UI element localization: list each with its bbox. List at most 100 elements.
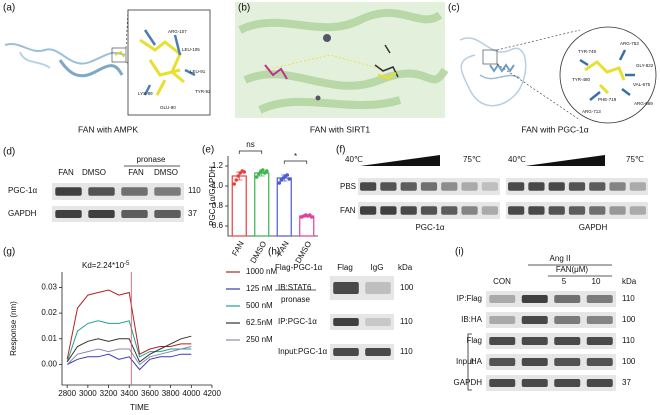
lane-label: Flag xyxy=(337,263,353,272)
lane-label: 10 xyxy=(592,277,601,286)
band xyxy=(586,379,613,387)
caption: FAN with SIRT1 xyxy=(310,124,371,134)
panel-label: (b) xyxy=(238,3,250,14)
panel-label: (e) xyxy=(202,145,214,156)
kda-label: 100 xyxy=(622,315,636,324)
band xyxy=(365,318,391,326)
x-tick-label: 4200 xyxy=(203,389,221,398)
row-label: Flag xyxy=(466,336,482,345)
blot xyxy=(486,312,616,328)
gradient-wedge xyxy=(360,155,440,166)
residue-label: ARG-669 xyxy=(634,101,653,106)
group-label: pronase xyxy=(281,295,310,304)
bar xyxy=(276,177,292,237)
residue-label: VAL-675 xyxy=(633,82,651,87)
temp-label: 75℃ xyxy=(626,155,644,164)
legend-label: 250 nM xyxy=(246,335,273,344)
temp-label: 40℃ xyxy=(345,155,363,164)
treatment-label: pronase xyxy=(137,155,166,164)
data-point xyxy=(234,178,239,182)
kda-header: kDa xyxy=(622,277,637,286)
data-point xyxy=(232,182,237,186)
sirt1-structure xyxy=(235,2,449,118)
row-label: PBS xyxy=(340,182,356,191)
residue-label: LYS-89 xyxy=(138,91,153,96)
row-label: GAPDH xyxy=(8,209,37,218)
x-tick-label: 3200 xyxy=(100,389,118,398)
series-line xyxy=(66,346,192,366)
row-label: IP:PGC-1α xyxy=(278,317,317,326)
input-label: Input xyxy=(456,357,475,366)
bracket xyxy=(467,333,472,391)
band xyxy=(489,379,516,387)
band xyxy=(441,182,458,191)
band xyxy=(360,206,377,215)
band xyxy=(333,348,359,356)
band xyxy=(88,210,115,218)
blot-label: PGC-1α xyxy=(415,223,444,232)
band xyxy=(554,337,581,345)
panel-label: (c) xyxy=(448,3,460,14)
band xyxy=(55,210,82,218)
residue-label: LEU-105 xyxy=(182,47,200,52)
row-label: IB:STAT6 xyxy=(278,283,312,292)
band xyxy=(521,379,548,387)
band xyxy=(360,182,377,191)
band xyxy=(521,295,548,303)
residue-label: ARG-107 xyxy=(168,29,187,34)
band xyxy=(586,337,613,345)
blot-label: GAPDH xyxy=(579,223,608,232)
row-label: Input:PGC-1α xyxy=(278,347,327,356)
x-tick-label: DMSO xyxy=(249,240,269,265)
legend-label: 125 nM xyxy=(246,284,273,293)
blot xyxy=(486,291,616,307)
panel-label: (a) xyxy=(3,3,15,14)
residue-label: TYR-749 xyxy=(578,49,597,54)
treatment-label: Ang II xyxy=(550,254,571,263)
band xyxy=(521,337,548,345)
x-tick-label: 3600 xyxy=(141,389,159,398)
x-tick-label: 3000 xyxy=(79,389,97,398)
y-tick-label: 0.03 xyxy=(41,283,57,292)
kda-label: 37 xyxy=(622,378,631,387)
legend-label: 500 nM xyxy=(246,301,273,310)
band xyxy=(333,282,359,294)
blot xyxy=(486,354,616,370)
band xyxy=(548,206,565,215)
row-label: HA xyxy=(471,357,483,366)
band xyxy=(154,210,181,218)
band xyxy=(333,318,359,326)
temp-label: 75℃ xyxy=(463,155,481,164)
x-tick-label: 2800 xyxy=(58,389,76,398)
data-point xyxy=(277,181,282,185)
data-point xyxy=(236,174,241,178)
band xyxy=(441,206,458,215)
lane-label: DMSO xyxy=(82,168,106,177)
kda-label: 110 xyxy=(188,186,201,195)
kda-label: 110 xyxy=(622,336,635,345)
lane-label: FAN xyxy=(58,168,74,177)
blot xyxy=(52,183,184,200)
band xyxy=(508,206,525,215)
kd-text: Kd=2.24*10 xyxy=(82,261,125,270)
band xyxy=(400,182,417,191)
x-tick-label: 4000 xyxy=(182,389,200,398)
band xyxy=(365,282,391,294)
x-tick-label: FAN xyxy=(230,239,246,257)
residue-label: LEU-91 xyxy=(190,69,206,74)
lane-label: 5 xyxy=(562,277,567,286)
blot xyxy=(486,375,616,391)
band xyxy=(461,182,478,191)
y-tick-label: 1.2 xyxy=(212,161,224,170)
residue-label: TYR-92 xyxy=(195,89,211,94)
band xyxy=(461,206,478,215)
band xyxy=(554,358,581,366)
series-line xyxy=(66,320,192,363)
band xyxy=(528,182,545,191)
band xyxy=(609,206,626,215)
kda-header: kDa xyxy=(398,263,413,272)
lane-label: CON xyxy=(493,277,511,286)
kda-label: 110 xyxy=(622,294,635,303)
data-point xyxy=(264,169,269,173)
band xyxy=(609,182,626,191)
